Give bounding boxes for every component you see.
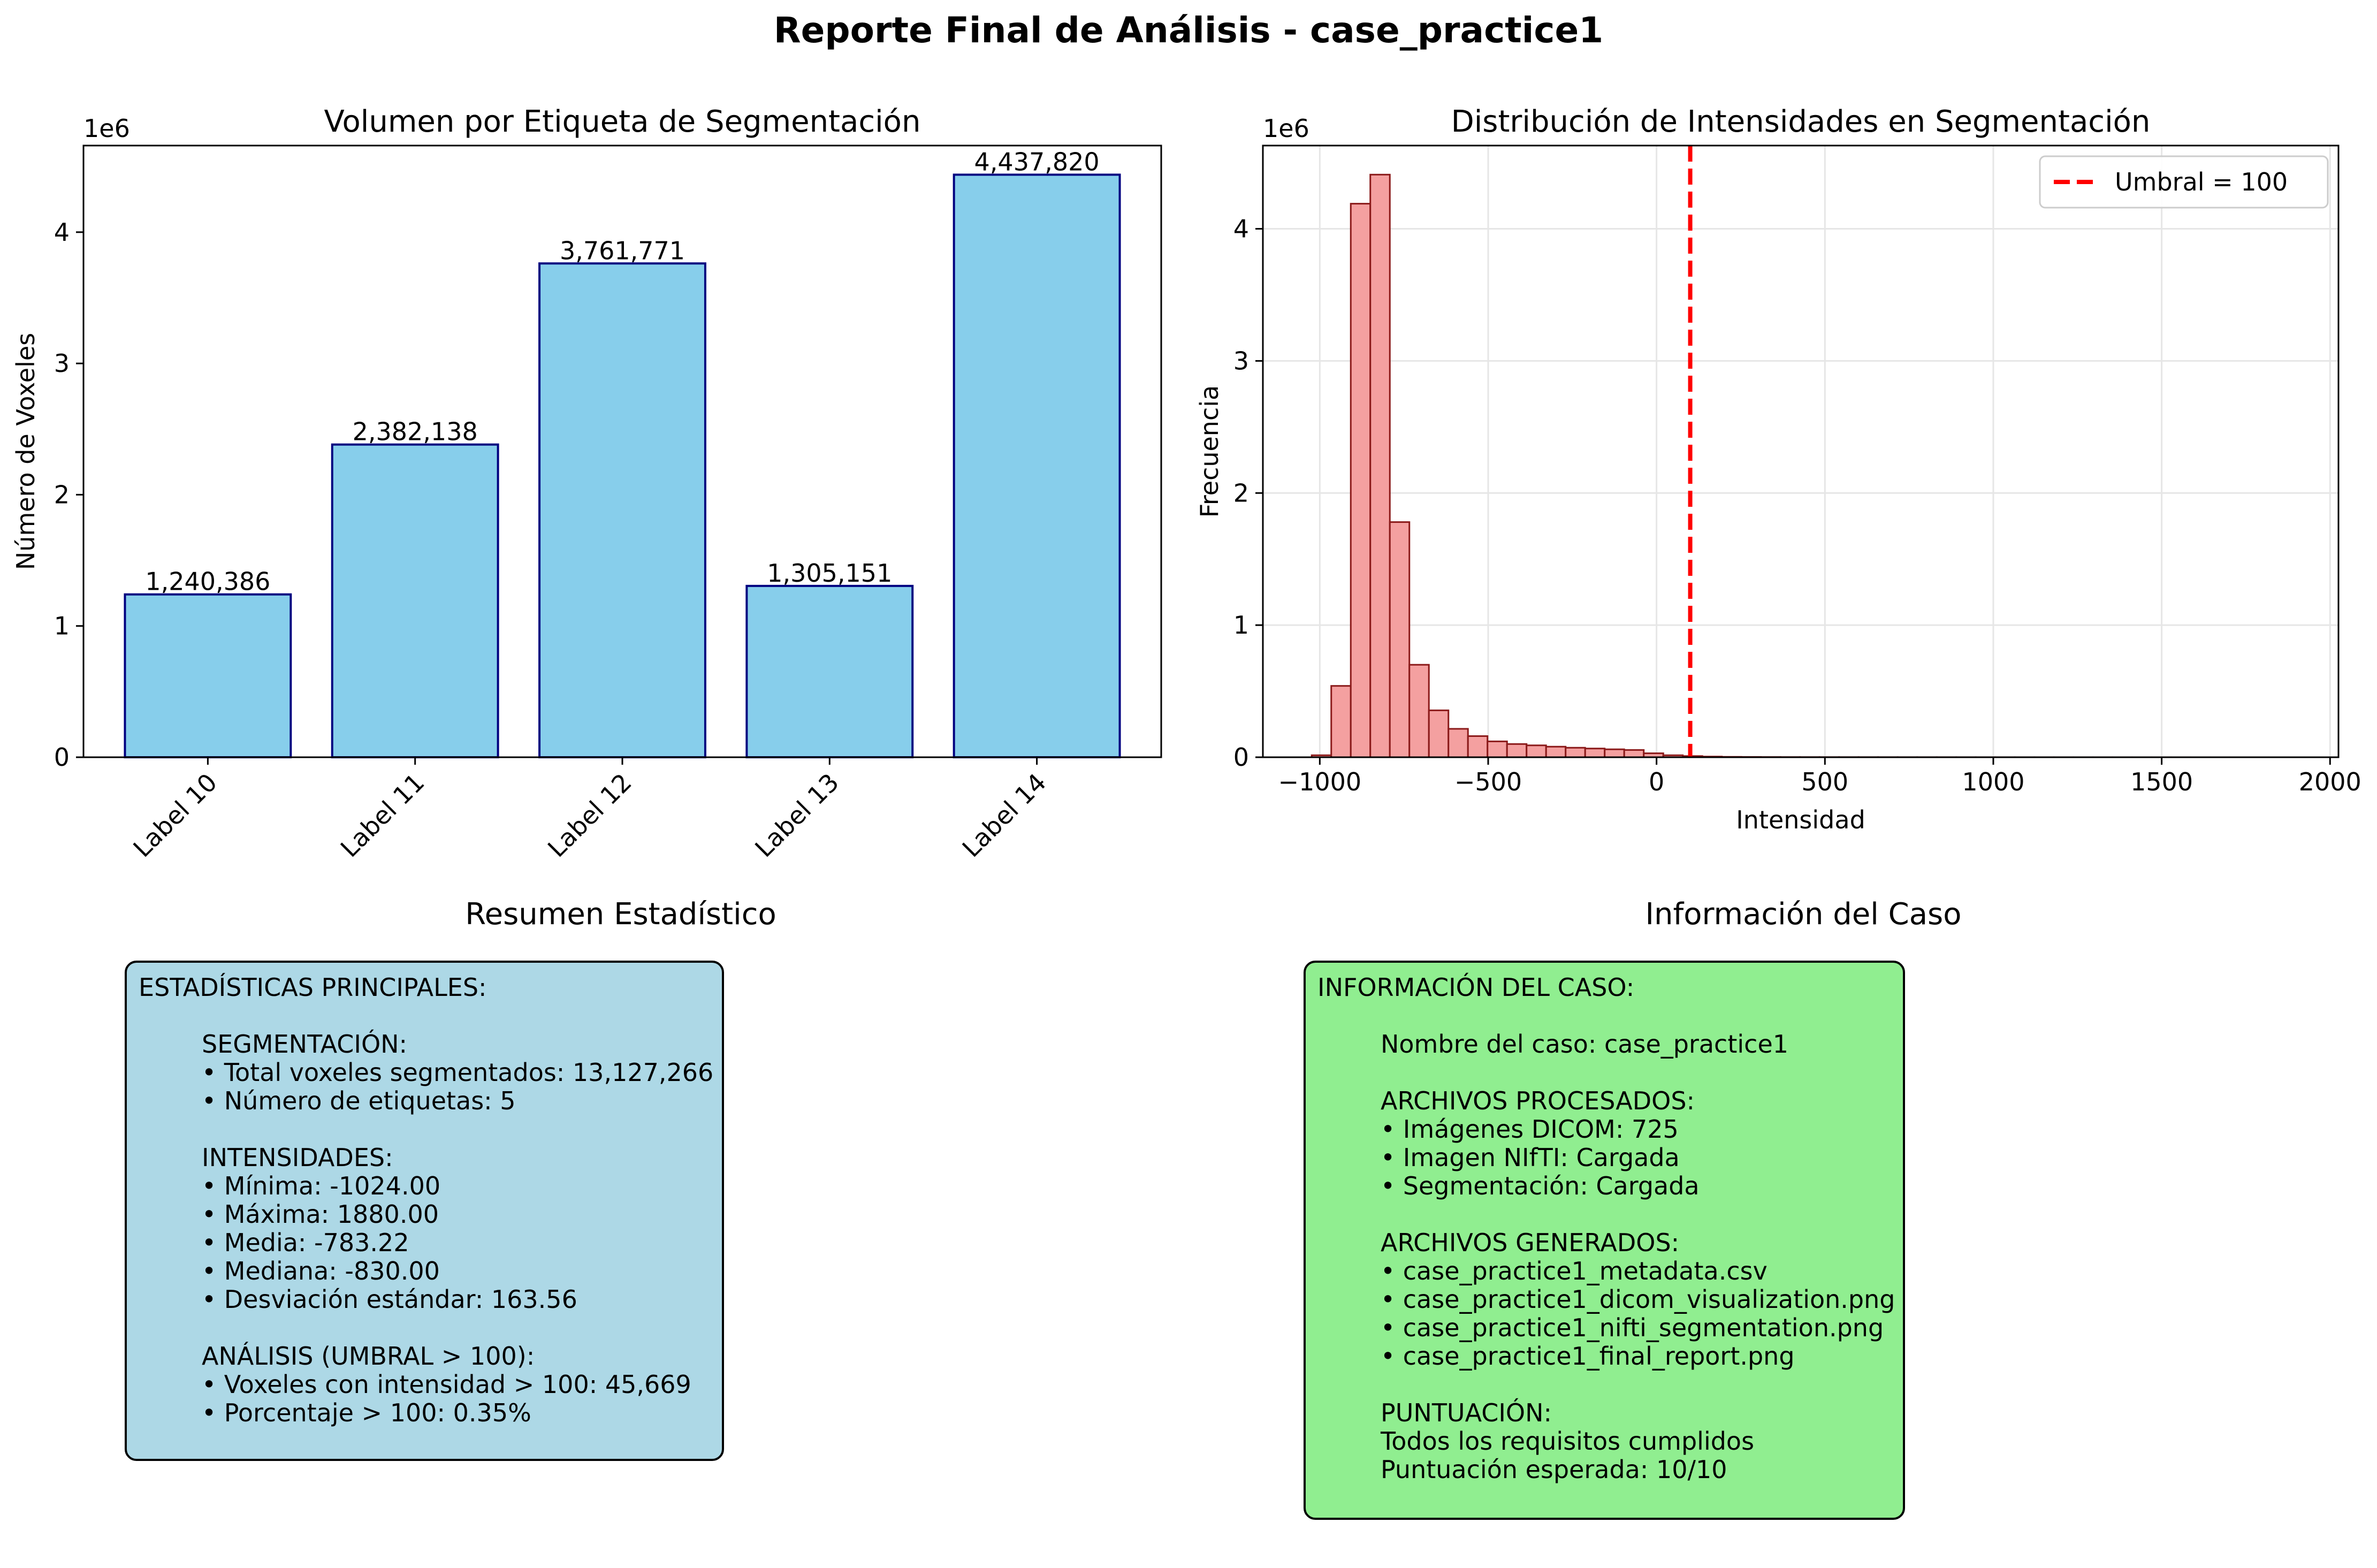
stat-label-count: • Número de etiquetas: 5	[202, 1086, 516, 1115]
histogram-bin	[1565, 747, 1586, 758]
stats-summary-box: ESTADÍSTICAS PRINCIPALES: SEGMENTACIÓN: …	[125, 961, 724, 1461]
generated-files-heading: ARCHIVOS GENERADOS:	[1381, 1228, 1680, 1257]
stats-panel-title: Resumen Estadístico	[465, 897, 776, 932]
bar-label-12	[538, 262, 706, 758]
generated-dicom-vis: • case_practice1_dicom_visualization.png	[1381, 1285, 1895, 1314]
histogram-xlabel: Intensidad	[1736, 805, 1865, 834]
generated-metadata: • case_practice1_metadata.csv	[1381, 1257, 1767, 1285]
y-tick-label: 3	[1233, 346, 1249, 375]
y-tick-label: 1	[1233, 611, 1249, 640]
processed-segmentation: • Segmentación: Cargada	[1381, 1171, 1700, 1200]
histogram-ylabel: Frecuencia	[1195, 385, 1224, 517]
histogram-bin	[1467, 735, 1489, 758]
histogram-bin	[1389, 521, 1411, 758]
histogram-bin	[1447, 728, 1469, 758]
stat-median: • Mediana: -830.00	[202, 1257, 440, 1285]
stat-voxels-above: • Voxeles con intensidad > 100: 45,669	[202, 1370, 691, 1399]
histogram-frame	[1262, 144, 2340, 758]
bar-value-label: 2,382,138	[353, 417, 478, 446]
histogram-chart: Distribución de Intensidades en Segmenta…	[1195, 104, 2361, 834]
histogram-legend: Umbral = 100	[2039, 155, 2329, 209]
histogram-bin	[1487, 740, 1508, 758]
histogram-bin	[1369, 173, 1391, 758]
bar-label-14	[953, 173, 1121, 758]
bar-chart: Volumen por Etiqueta de Segmentación Núme…	[11, 104, 1162, 863]
legend-box	[2039, 155, 2329, 209]
score-requirements: Todos los requisitos cumplidos	[1381, 1427, 1755, 1456]
bar-label-11	[331, 443, 499, 758]
y-tick-label: 3	[54, 349, 70, 378]
x-tick-label: Label 13	[749, 768, 844, 863]
score-expected: Puntuación esperada: 10/10	[1381, 1455, 1727, 1484]
y-tick-label: 2	[1233, 478, 1249, 507]
y-tick-label: 0	[1233, 743, 1249, 772]
processed-files-heading: ARCHIVOS PROCESADOS:	[1381, 1086, 1695, 1115]
x-tick-label: 0	[1649, 767, 1664, 796]
x-tick-label: 1500	[2130, 767, 2193, 796]
legend-label: Umbral = 100	[2115, 168, 2288, 196]
x-tick-label: Label 12	[542, 768, 637, 863]
histogram-offset-label: 1e6	[1263, 114, 1309, 143]
bar-value-label: 1,240,386	[145, 567, 270, 596]
y-tick-label: 2	[54, 480, 70, 509]
bar-label-10	[124, 593, 292, 758]
info-panel-title: Información del Caso	[1645, 897, 1962, 932]
bar-chart-title: Volumen por Etiqueta de Segmentación	[324, 104, 921, 139]
y-tick-label: 0	[54, 743, 70, 772]
x-tick-label: 500	[1801, 767, 1848, 796]
processed-nifti: • Imagen NIfTI: Cargada	[1381, 1143, 1680, 1172]
bar-chart-offset-label: 1e6	[83, 114, 130, 143]
histogram-bin	[1428, 709, 1450, 758]
histogram-title: Distribución de Intensidades en Segmenta…	[1451, 104, 2151, 139]
case-info-box: INFORMACIÓN DEL CASO: Nombre del caso: c…	[1304, 961, 1905, 1520]
histogram-bin	[1545, 745, 1567, 758]
y-tick-label: 1	[54, 612, 70, 641]
x-tick-label: Label 14	[957, 768, 1052, 863]
histogram-bin	[1350, 203, 1372, 758]
stat-mean: • Media: -783.22	[202, 1228, 409, 1257]
case-name: Nombre del caso: case_practice1	[1381, 1030, 1789, 1059]
x-tick-label: Label 10	[127, 768, 223, 863]
stat-percent-above: • Porcentaje > 100: 0.35%	[202, 1398, 531, 1427]
stat-max: • Máxima: 1880.00	[202, 1200, 439, 1229]
bar-chart-ylabel: Número de Voxeles	[11, 333, 40, 570]
histogram-bin	[1330, 685, 1352, 758]
bar-label-13	[745, 584, 914, 758]
intensities-heading: INTENSIDADES:	[202, 1143, 393, 1172]
bar-value-label: 3,761,771	[560, 236, 685, 265]
histogram-bin	[1604, 748, 1625, 758]
figure-title: Reporte Final de Análisis - case_practic…	[773, 10, 1604, 51]
bar-chart-frame	[82, 144, 1162, 758]
histogram-bin	[1623, 749, 1645, 758]
stats-header: ESTADÍSTICAS PRINCIPALES:	[139, 973, 487, 1002]
y-tick-label: 4	[1233, 215, 1249, 243]
processed-dicom: • Imágenes DICOM: 725	[1381, 1115, 1679, 1144]
segmentation-heading: SEGMENTACIÓN:	[202, 1030, 408, 1059]
x-tick-label: 2000	[2299, 767, 2361, 796]
x-tick-label: Label 11	[335, 768, 430, 863]
histogram-bin	[1584, 748, 1606, 758]
analysis-heading: ANÁLISIS (UMBRAL > 100):	[202, 1342, 535, 1371]
histogram-bin	[1408, 664, 1430, 758]
score-heading: PUNTUACIÓN:	[1381, 1398, 1552, 1427]
histogram-bin	[1526, 744, 1547, 758]
stat-min: • Mínima: -1024.00	[202, 1171, 441, 1200]
stat-std: • Desviación estándar: 163.56	[202, 1285, 577, 1314]
info-header: INFORMACIÓN DEL CASO:	[1317, 973, 1635, 1002]
bar-value-label: 1,305,151	[767, 559, 892, 588]
histogram-bin	[1506, 743, 1528, 758]
x-tick-label: −1000	[1278, 767, 1362, 796]
x-tick-label: 1000	[1962, 767, 2024, 796]
y-tick-label: 4	[54, 218, 70, 247]
bar-value-label: 4,437,820	[974, 147, 1100, 176]
stat-total-voxels: • Total voxeles segmentados: 13,127,266	[202, 1058, 714, 1087]
generated-final-report: • case_practice1_final_report.png	[1381, 1342, 1795, 1371]
generated-nifti-seg: • case_practice1_nifti_segmentation.png	[1381, 1313, 1884, 1342]
x-tick-label: −500	[1454, 767, 1522, 796]
